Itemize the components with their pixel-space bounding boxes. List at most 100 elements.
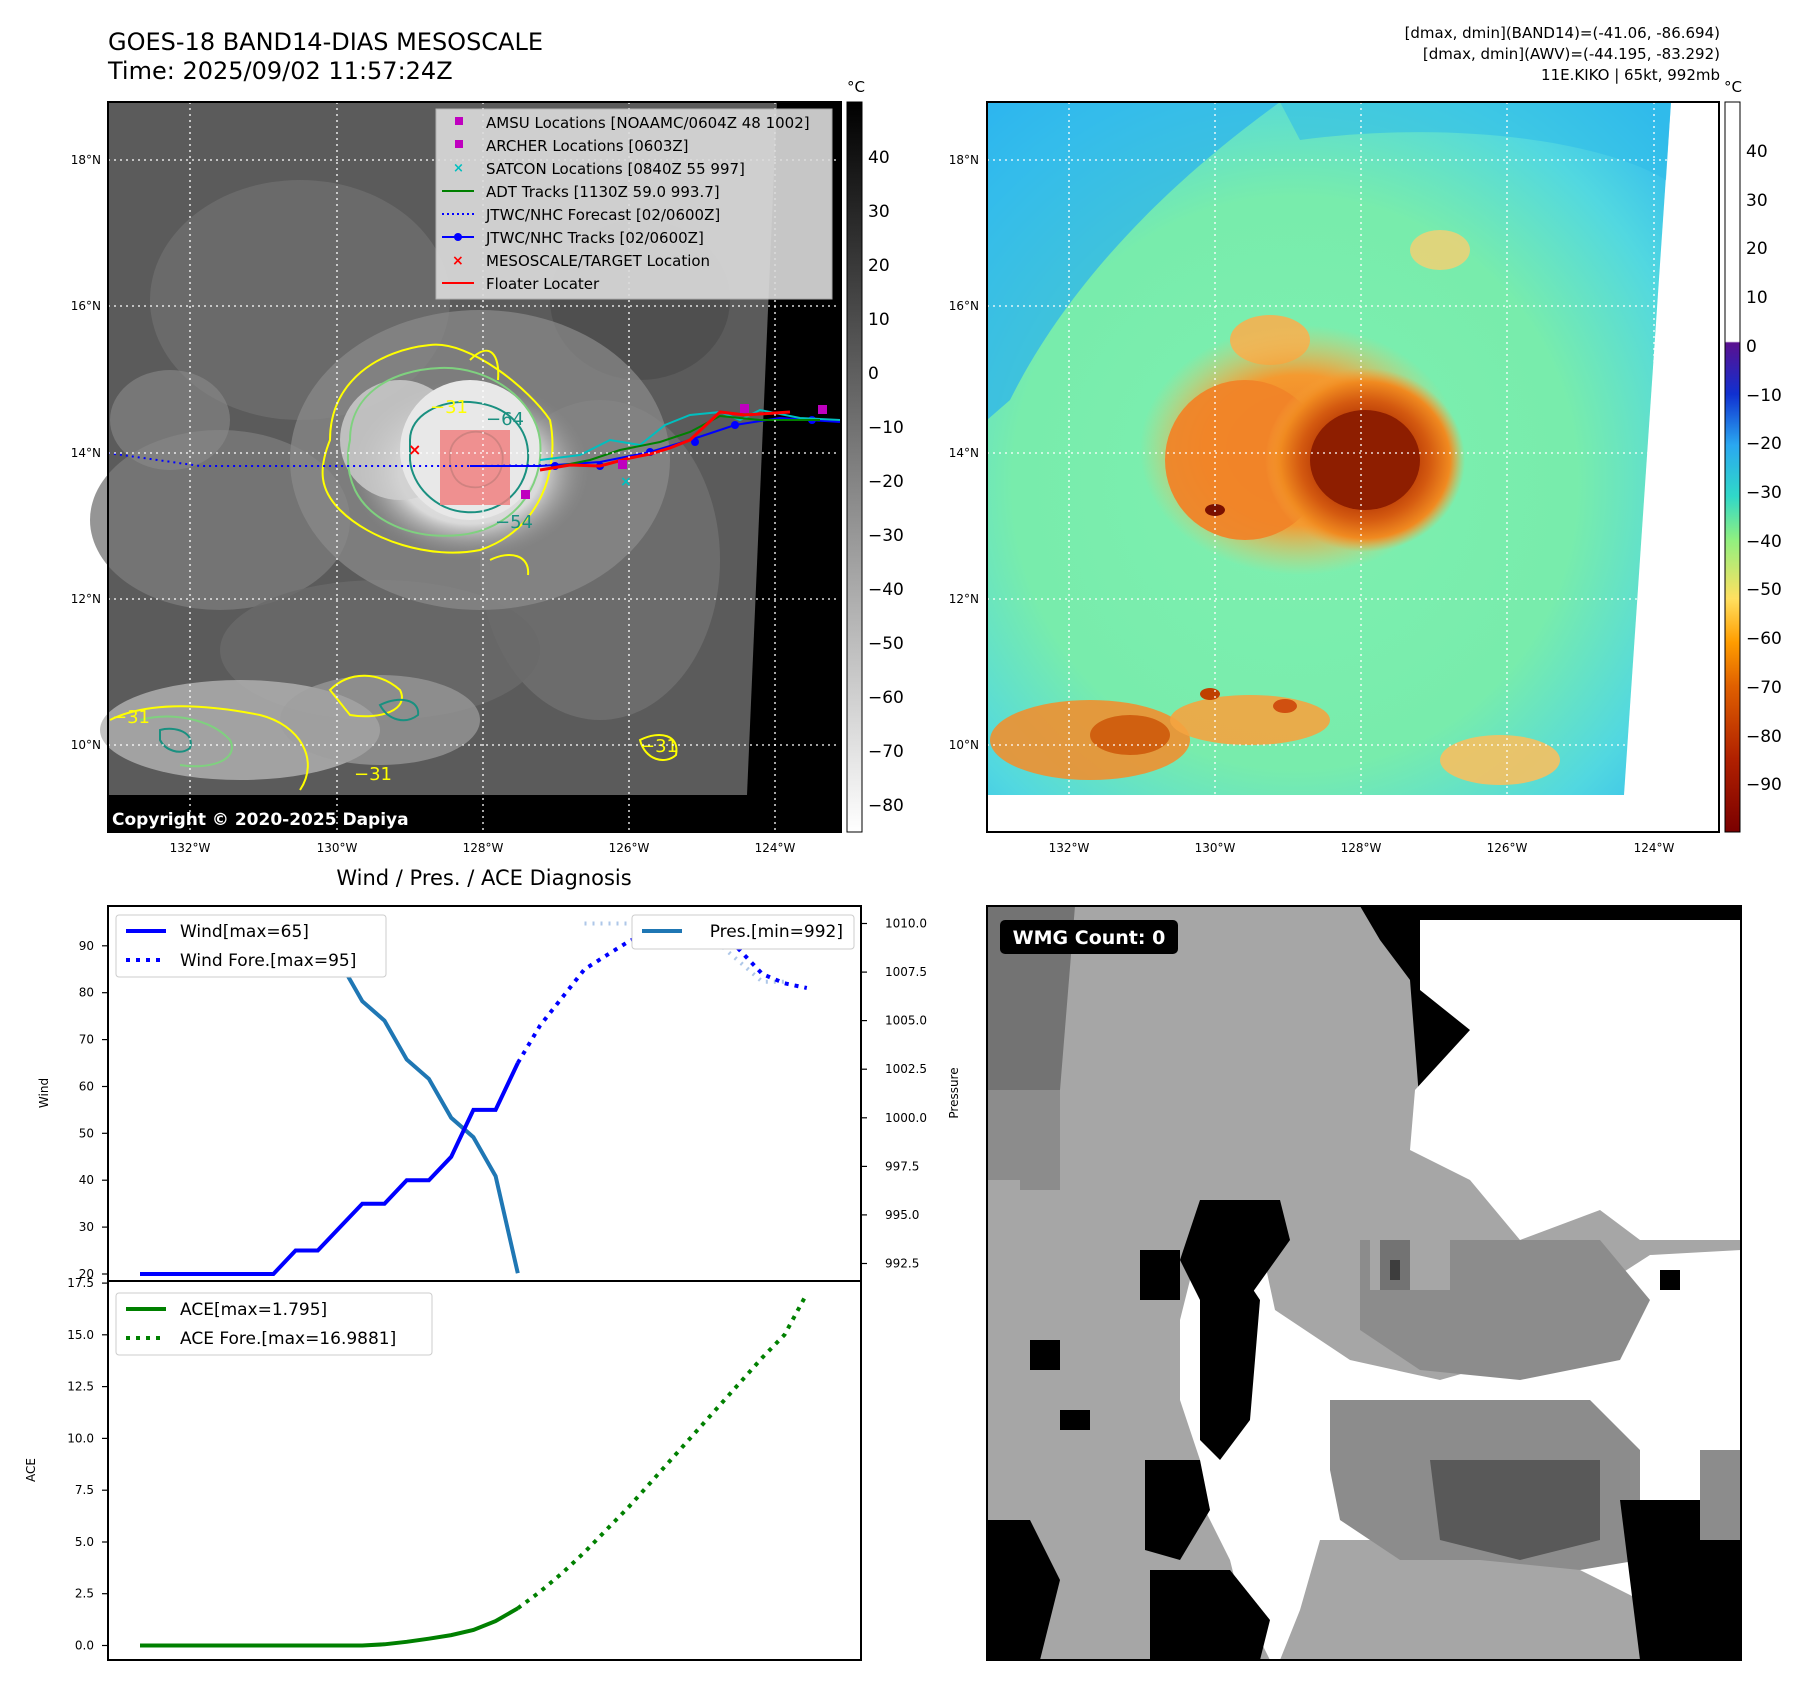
lat-label: 10°N bbox=[71, 738, 101, 752]
colorbar-tick: 10 bbox=[1746, 288, 1768, 308]
legend-entry: × SATCON Locations [0840Z 55 997] bbox=[453, 160, 745, 178]
colorbar-tick: 30 bbox=[868, 202, 890, 222]
pressure-forecast-line bbox=[584, 921, 785, 984]
wmg-count-label: WMG Count: 0 bbox=[1013, 927, 1166, 949]
ace-tick-label: 15.0 bbox=[67, 1328, 94, 1342]
legend-label: MESOSCALE/TARGET Location bbox=[486, 252, 710, 270]
legend-box bbox=[115, 914, 387, 978]
wind-tick-label: 60 bbox=[79, 1080, 94, 1094]
ir-contours bbox=[109, 343, 678, 791]
wind-axis-label: Wind bbox=[37, 1078, 51, 1108]
ace-tick-label: 2.5 bbox=[75, 1587, 94, 1601]
wmg-count-badge bbox=[1000, 920, 1178, 954]
colorbar-tick: 0 bbox=[1746, 337, 1757, 357]
ace-series-line bbox=[140, 1606, 519, 1648]
wmg-panel: WMG Count: 0 bbox=[986, 905, 1742, 1661]
legend-entry: AMSU Locations [NOAAMC/0604Z 48 1002] bbox=[455, 114, 810, 132]
lon-label: 132°W bbox=[1049, 841, 1090, 855]
colorbar-tick: −70 bbox=[868, 742, 904, 762]
wind-y-ticks: 20 30 40 50 60 70 80 90 bbox=[79, 939, 94, 1281]
legend-box bbox=[631, 914, 855, 950]
lon-label: 126°W bbox=[1487, 841, 1528, 855]
legend-box bbox=[435, 108, 833, 300]
legend-label: SATCON Locations [0840Z 55 997] bbox=[486, 160, 745, 178]
lat-label: 16°N bbox=[71, 299, 101, 313]
colorbar-tick: −80 bbox=[868, 796, 904, 816]
pressure-tick-label: 995.0 bbox=[885, 1208, 919, 1222]
lat-label: 10°N bbox=[949, 738, 979, 752]
lon-label: 130°W bbox=[317, 841, 358, 855]
adt-track bbox=[559, 414, 820, 467]
pressure-axis-label: Pressure bbox=[947, 1067, 961, 1118]
ace-y-ticks: 0.0 2.5 5.0 7.5 10.0 12.5 15.0 17.5 bbox=[67, 1276, 94, 1652]
wind-legend: Wind[max=65] Wind Fore.[max=95] bbox=[115, 914, 387, 978]
svg-text:×: × bbox=[453, 161, 464, 176]
diagnosis-panel: Wind / Pres. / ACE Diagnosis 20 30 40 50… bbox=[24, 866, 961, 1661]
lat-label: 12°N bbox=[71, 592, 101, 606]
ir-map-panel: −64 −54 −31 −31 −31 −31 × × bbox=[71, 78, 904, 855]
legend-label: ACE[max=1.795] bbox=[180, 1300, 327, 1320]
awv-map-panel: 18°N 16°N 14°N 12°N 10°N 132°W 130°W 128… bbox=[949, 78, 1782, 855]
colorbar-tick: −30 bbox=[868, 526, 904, 546]
lon-label: 128°W bbox=[1341, 841, 1382, 855]
colorbar-tick: −80 bbox=[1746, 727, 1782, 747]
wind-tick-label: 70 bbox=[79, 1033, 94, 1047]
wind-tick-label: 30 bbox=[79, 1220, 94, 1234]
svg-text:×: × bbox=[452, 253, 464, 269]
contour-label: −64 bbox=[486, 409, 524, 430]
legend-entry: × MESOSCALE/TARGET Location bbox=[452, 252, 710, 270]
awv-colorbar bbox=[1724, 101, 1741, 833]
colorbar-tick: 20 bbox=[868, 256, 890, 276]
contour-label: −31 bbox=[640, 736, 678, 757]
ace-tick-marks bbox=[102, 1282, 108, 1647]
storm-info: 11E.KIKO | 65kt, 992mb bbox=[1541, 66, 1720, 84]
ace-tick-label: 0.0 bbox=[75, 1639, 94, 1653]
legend-label: Floater Locater bbox=[486, 275, 600, 293]
colorbar-tick: −40 bbox=[868, 580, 904, 600]
ace-legend: ACE[max=1.795] ACE Fore.[max=16.9881] bbox=[115, 1292, 433, 1356]
legend-label: JTWC/NHC Tracks [02/0600Z] bbox=[485, 229, 704, 247]
ace-forecast-line bbox=[516, 1292, 809, 1610]
legend-label: ARCHER Locations [0603Z] bbox=[486, 137, 689, 155]
wind-tick-marks bbox=[102, 922, 867, 1275]
wind-series-line bbox=[140, 1062, 520, 1276]
colorbar-tick: −30 bbox=[1746, 483, 1782, 503]
legend-label: JTWC/NHC Forecast [02/0600Z] bbox=[485, 206, 720, 224]
wind-tick-label: 80 bbox=[79, 986, 94, 1000]
awv-cloud-texture bbox=[987, 102, 1671, 785]
contour-label: −31 bbox=[112, 707, 150, 728]
pressure-tick-label: 1007.5 bbox=[885, 965, 927, 979]
ace-tick-label: 7.5 bbox=[75, 1483, 94, 1497]
awv-colorbar-ticks: 40 30 20 10 0 −10 −20 −30 −40 −50 −60 −7… bbox=[1746, 142, 1782, 795]
ace-tick-label: 5.0 bbox=[75, 1535, 94, 1549]
contour-label: −31 bbox=[430, 397, 468, 418]
diagnosis-title: Wind / Pres. / ACE Diagnosis bbox=[336, 866, 631, 890]
pressure-legend: Pres.[min=992] bbox=[631, 914, 855, 950]
amsu-points bbox=[521, 404, 827, 499]
pressure-tick-label: 997.5 bbox=[885, 1159, 919, 1173]
legend-box bbox=[115, 1292, 433, 1356]
colorbar-tick: −20 bbox=[868, 472, 904, 492]
lat-label: 14°N bbox=[949, 446, 979, 460]
satcon-marker: × bbox=[620, 474, 632, 490]
pressure-tick-label: 1010.0 bbox=[885, 917, 927, 931]
lat-label: 18°N bbox=[71, 153, 101, 167]
colorbar-tick: −70 bbox=[1746, 678, 1782, 698]
ir-lat-labels: 18°N 16°N 14°N 12°N 10°N bbox=[71, 153, 101, 752]
band14-range: [dmax, dmin](BAND14)=(-41.06, -86.694) bbox=[1405, 24, 1720, 42]
figure-title: GOES-18 BAND14-DIAS MESOSCALE bbox=[108, 28, 543, 56]
colorbar-tick: −50 bbox=[868, 634, 904, 654]
mesoscale-marker: × bbox=[408, 440, 421, 459]
legend-label: Pres.[min=992] bbox=[710, 922, 843, 942]
awv-lon-labels: 132°W 130°W 128°W 126°W 124°W bbox=[1049, 841, 1675, 855]
legend-entry: ARCHER Locations [0603Z] bbox=[455, 137, 689, 155]
ace-tick-label: 12.5 bbox=[67, 1380, 94, 1394]
ace-tick-label: 17.5 bbox=[67, 1276, 94, 1290]
ir-colorbar bbox=[846, 101, 863, 833]
lon-label: 124°W bbox=[755, 841, 796, 855]
ir-lon-labels: 132°W 130°W 128°W 126°W 124°W bbox=[170, 841, 796, 855]
awv-range: [dmax, dmin](AWV)=(-44.195, -83.292) bbox=[1423, 45, 1720, 63]
wind-tick-label: 20 bbox=[79, 1267, 94, 1281]
wind-tick-label: 40 bbox=[79, 1173, 94, 1187]
lat-label: 12°N bbox=[949, 592, 979, 606]
